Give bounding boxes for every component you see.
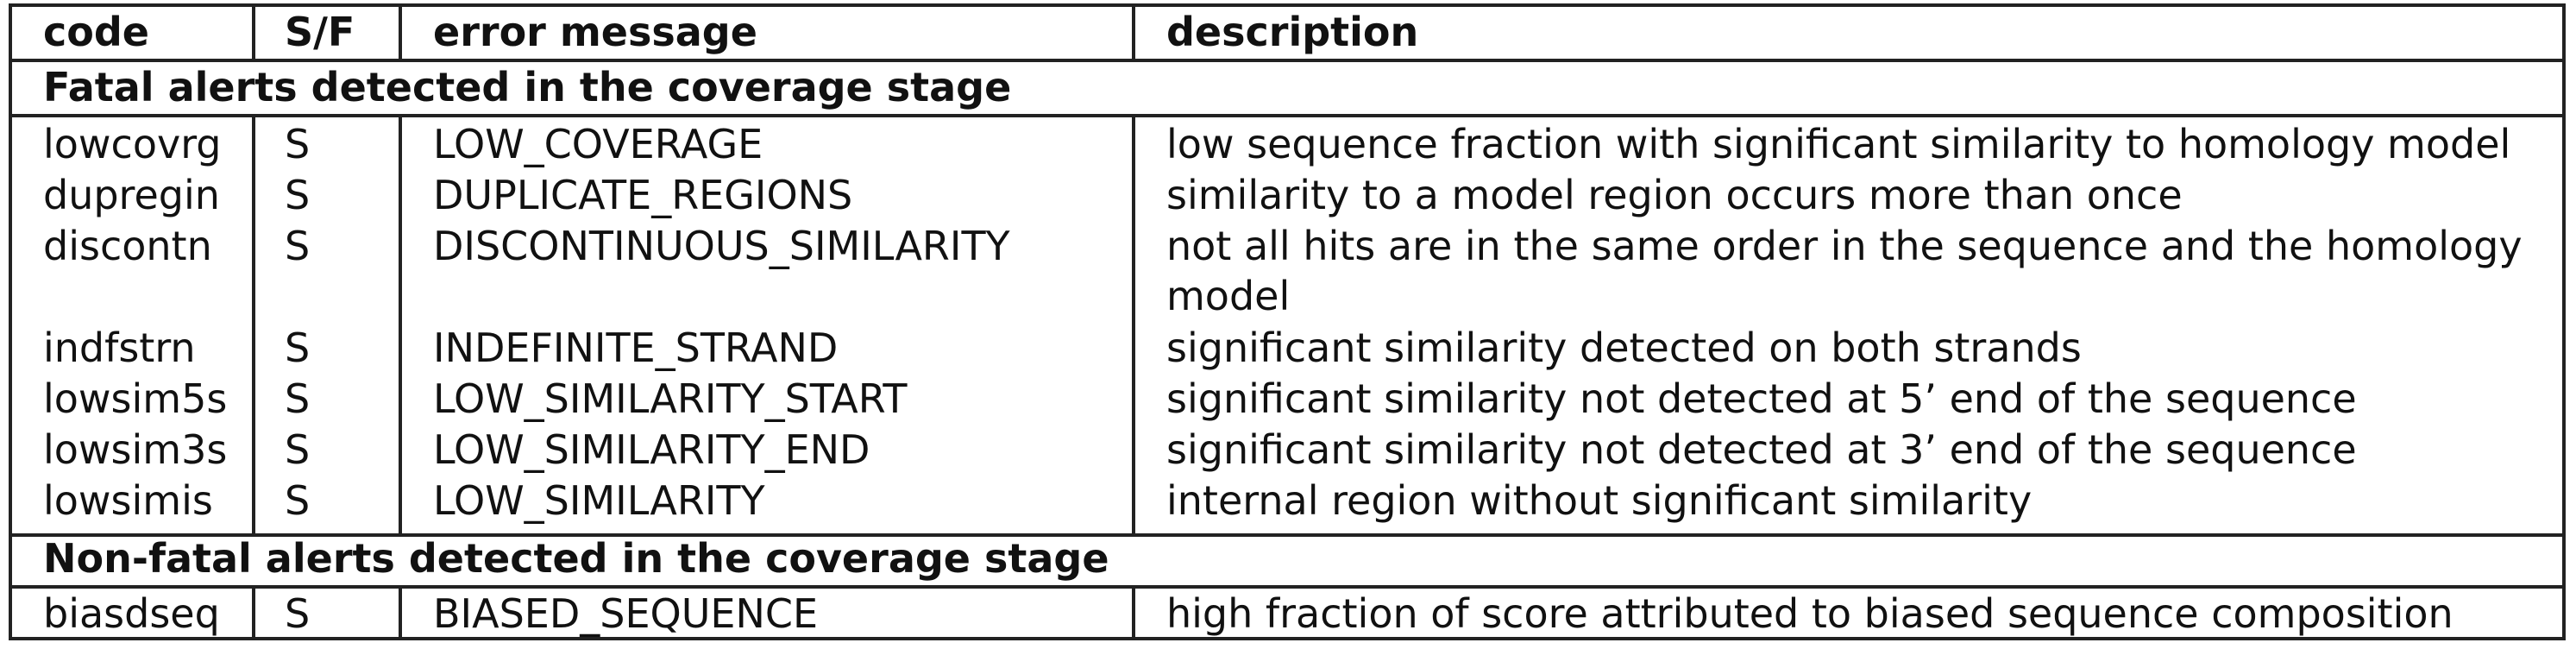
header-description: description	[1166, 9, 1419, 55]
section-end-rule	[9, 533, 2566, 537]
table-row-code: discontn	[43, 223, 212, 269]
table-row-description: significant similarity not detected at 5…	[1166, 375, 2357, 422]
table-row-sf: S	[285, 223, 311, 269]
table-row-message: LOW_SIMILARITY_END	[433, 426, 870, 473]
table-row-description: significant similarity not detected at 3…	[1166, 426, 2357, 473]
section-title-nonfatal: Non-fatal alerts detected in the coverag…	[43, 535, 1109, 582]
table-row-message: LOW_SIMILARITY	[433, 477, 765, 524]
col-sep-1b	[252, 116, 255, 535]
header-error-message: error message	[433, 9, 757, 55]
col-sep-3b	[1132, 116, 1135, 535]
col-sep-1a	[252, 3, 255, 60]
table-row-description: not all hits are in the same order in th…	[1166, 223, 2523, 319]
col-sep-3a	[1132, 3, 1135, 60]
table-row-code: biasdseq	[43, 590, 220, 637]
table-row-sf: S	[285, 477, 311, 524]
header-code: code	[43, 9, 149, 55]
table-row-description: high fraction of score attributed to bia…	[1166, 590, 2453, 637]
section-rule-1	[9, 114, 2566, 117]
section-rule-2	[9, 585, 2566, 589]
table-row-message: DUPLICATE_REGIONS	[433, 172, 853, 218]
table-row-code: dupregin	[43, 172, 220, 218]
table-row-description: internal region without significant simi…	[1166, 477, 2033, 524]
section-title-fatal: Fatal alerts detected in the coverage st…	[43, 64, 1012, 110]
table-frame	[9, 3, 2566, 640]
table-row-description: low sequence fraction with significant s…	[1166, 121, 2511, 167]
table-row-code: lowcovrg	[43, 121, 222, 167]
table-row-description: similarity to a model region occurs more…	[1166, 172, 2183, 218]
table-row-message: DISCONTINUOUS_SIMILARITY	[433, 223, 1010, 269]
header-rule	[9, 59, 2566, 62]
table-row-code: lowsimis	[43, 477, 213, 524]
header-sf: S/F	[285, 9, 355, 55]
table-row-description: significant similarity detected on both …	[1166, 324, 2082, 371]
col-sep-3c	[1132, 587, 1135, 640]
table-row-sf: S	[285, 426, 311, 473]
table-row-sf: S	[285, 375, 311, 422]
table-row-sf: S	[285, 590, 311, 637]
table-row-code: lowsim5s	[43, 375, 228, 422]
col-sep-1c	[252, 587, 255, 640]
table-row-sf: S	[285, 121, 311, 167]
table-row-message: BIASED_SEQUENCE	[433, 590, 819, 637]
table-row-sf: S	[285, 324, 311, 371]
table-row-message: LOW_SIMILARITY_START	[433, 375, 908, 422]
table-row-code: lowsim3s	[43, 426, 228, 473]
table-row-message: INDEFINITE_STRAND	[433, 324, 839, 371]
table-row-sf: S	[285, 172, 311, 218]
table-row-message: LOW_COVERAGE	[433, 121, 763, 167]
col-sep-2c	[399, 587, 402, 640]
col-sep-2a	[399, 3, 402, 60]
table-row-code: indfstrn	[43, 324, 196, 371]
col-sep-2b	[399, 116, 402, 535]
